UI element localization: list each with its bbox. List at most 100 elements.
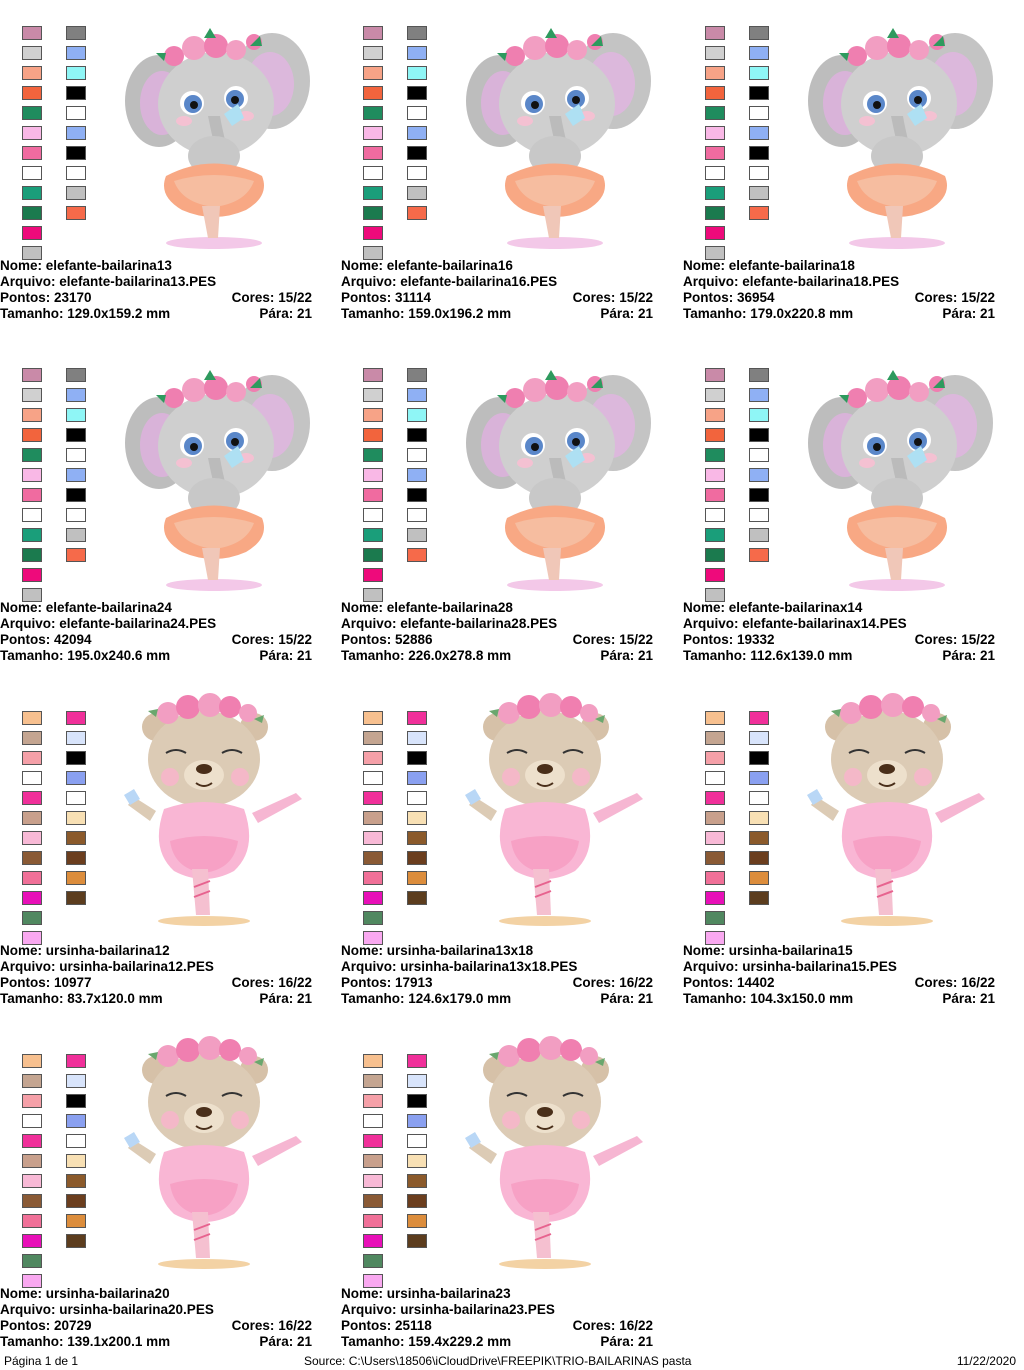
color-count: 16/22 xyxy=(961,975,995,990)
design-preview-image xyxy=(787,691,1003,936)
thread-color-swatch xyxy=(407,86,427,100)
thread-color-swatch xyxy=(66,1234,86,1248)
thread-color-swatch xyxy=(407,368,427,382)
thread-color-swatch xyxy=(22,1214,42,1228)
stitch-count: 25118 xyxy=(395,1318,432,1333)
thread-color-swatch xyxy=(363,106,383,120)
stop-count: 21 xyxy=(979,306,995,321)
bear-ballerina-icon xyxy=(465,1036,643,1269)
thread-color-swatch xyxy=(66,528,86,542)
thread-color-swatch xyxy=(66,26,86,40)
thread-color-swatch xyxy=(22,106,42,120)
thread-color-list xyxy=(363,1054,433,1288)
stitch-count: 14402 xyxy=(737,975,775,990)
thread-color-swatch xyxy=(363,468,383,482)
bear-ballerina-icon xyxy=(807,693,985,926)
thread-color-swatch xyxy=(363,791,383,805)
elephant-ballerina-icon xyxy=(466,370,651,591)
design-name: elefante-bailarina28 xyxy=(386,600,513,615)
tamanho-label: Tamanho: xyxy=(0,991,64,1006)
design-preview-image xyxy=(445,6,661,251)
thread-color-column xyxy=(363,368,383,608)
thread-color-swatch xyxy=(749,871,769,885)
design-size: 195.0x240.6 mm xyxy=(67,648,171,663)
nome-label: Nome: xyxy=(341,943,384,958)
thread-color-swatch xyxy=(66,66,86,80)
thread-color-swatch xyxy=(749,751,769,765)
design-preview-image xyxy=(787,348,1003,593)
thread-color-swatch xyxy=(705,588,725,602)
thread-color-swatch xyxy=(749,791,769,805)
color-count: 15/22 xyxy=(961,632,995,647)
design-size: 179.0x220.8 mm xyxy=(750,306,854,321)
thread-color-swatch xyxy=(749,66,769,80)
arquivo-label: Arquivo: xyxy=(341,959,397,974)
thread-color-swatch xyxy=(22,26,42,40)
thread-color-swatch xyxy=(749,86,769,100)
thread-color-swatch xyxy=(22,731,42,745)
thread-color-swatch xyxy=(22,911,42,925)
stitch-count: 31114 xyxy=(395,290,432,305)
thread-color-swatch xyxy=(749,146,769,160)
pontos-label: Pontos: xyxy=(341,975,392,990)
tamanho-label: Tamanho: xyxy=(341,648,405,663)
thread-color-swatch xyxy=(705,791,725,805)
para-label: Pára: xyxy=(259,306,294,321)
bear-ballerina-icon xyxy=(465,693,643,926)
design-info: Nome: elefante-bailarina13 Arquivo: elef… xyxy=(0,258,318,322)
color-count: 15/22 xyxy=(278,632,312,647)
thread-color-column xyxy=(363,26,383,266)
pontos-label: Pontos: xyxy=(683,975,734,990)
thread-color-swatch xyxy=(22,1274,42,1288)
nome-label: Nome: xyxy=(683,943,726,958)
thread-color-swatch xyxy=(705,548,725,562)
pontos-label: Pontos: xyxy=(341,632,392,647)
thread-color-swatch xyxy=(407,1154,427,1168)
pontos-label: Pontos: xyxy=(341,290,392,305)
thread-color-swatch xyxy=(22,1234,42,1248)
thread-color-swatch xyxy=(705,408,725,422)
thread-color-swatch xyxy=(705,206,725,220)
bear-ballerina-icon xyxy=(124,693,302,926)
color-count: 15/22 xyxy=(619,290,653,305)
page-footer: Página 1 de 1 Source: C:\Users\18506\iCl… xyxy=(0,1354,1024,1370)
thread-color-swatch xyxy=(22,1194,42,1208)
arquivo-label: Arquivo: xyxy=(341,616,397,631)
thread-color-swatch xyxy=(66,1154,86,1168)
stitch-count: 42094 xyxy=(54,632,92,647)
thread-color-swatch xyxy=(407,146,427,160)
color-count: 15/22 xyxy=(278,290,312,305)
thread-color-swatch xyxy=(22,468,42,482)
design-size: 226.0x278.8 mm xyxy=(408,648,512,663)
thread-color-swatch xyxy=(363,186,383,200)
print-date: 11/22/2020 xyxy=(956,1354,1016,1368)
thread-color-swatch xyxy=(749,528,769,542)
nome-label: Nome: xyxy=(341,1286,384,1301)
thread-color-column xyxy=(407,1054,427,1254)
design-size: 124.6x179.0 mm xyxy=(408,991,512,1006)
pontos-label: Pontos: xyxy=(683,632,734,647)
thread-color-swatch xyxy=(66,428,86,442)
thread-color-swatch xyxy=(363,1214,383,1228)
design-file: elefante-bailarina16.PES xyxy=(400,274,558,289)
design-preview-image xyxy=(787,6,1003,251)
thread-color-swatch xyxy=(363,851,383,865)
cores-label: Cores: xyxy=(914,290,958,305)
thread-color-swatch xyxy=(705,246,725,260)
thread-color-swatch xyxy=(22,408,42,422)
stitch-count: 20729 xyxy=(54,1318,92,1333)
design-preview-image xyxy=(104,691,320,936)
thread-color-column xyxy=(749,711,769,911)
pontos-label: Pontos: xyxy=(0,290,51,305)
design-name: elefante-bailarina13 xyxy=(45,258,172,273)
pontos-label: Pontos: xyxy=(341,1318,392,1333)
thread-color-swatch xyxy=(407,1094,427,1108)
arquivo-label: Arquivo: xyxy=(0,959,56,974)
thread-color-swatch xyxy=(705,931,725,945)
thread-color-swatch xyxy=(363,731,383,745)
nome-label: Nome: xyxy=(683,600,726,615)
design-info: Nome: ursinha-bailarina12 Arquivo: ursin… xyxy=(0,943,318,1007)
design-info: Nome: ursinha-bailarina20 Arquivo: ursin… xyxy=(0,1286,318,1350)
design-size: 83.7x120.0 mm xyxy=(67,991,163,1006)
thread-color-swatch xyxy=(407,66,427,80)
